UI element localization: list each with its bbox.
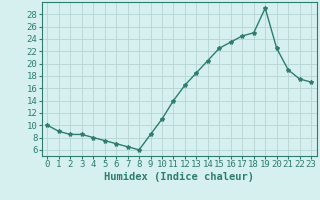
- X-axis label: Humidex (Indice chaleur): Humidex (Indice chaleur): [104, 172, 254, 182]
